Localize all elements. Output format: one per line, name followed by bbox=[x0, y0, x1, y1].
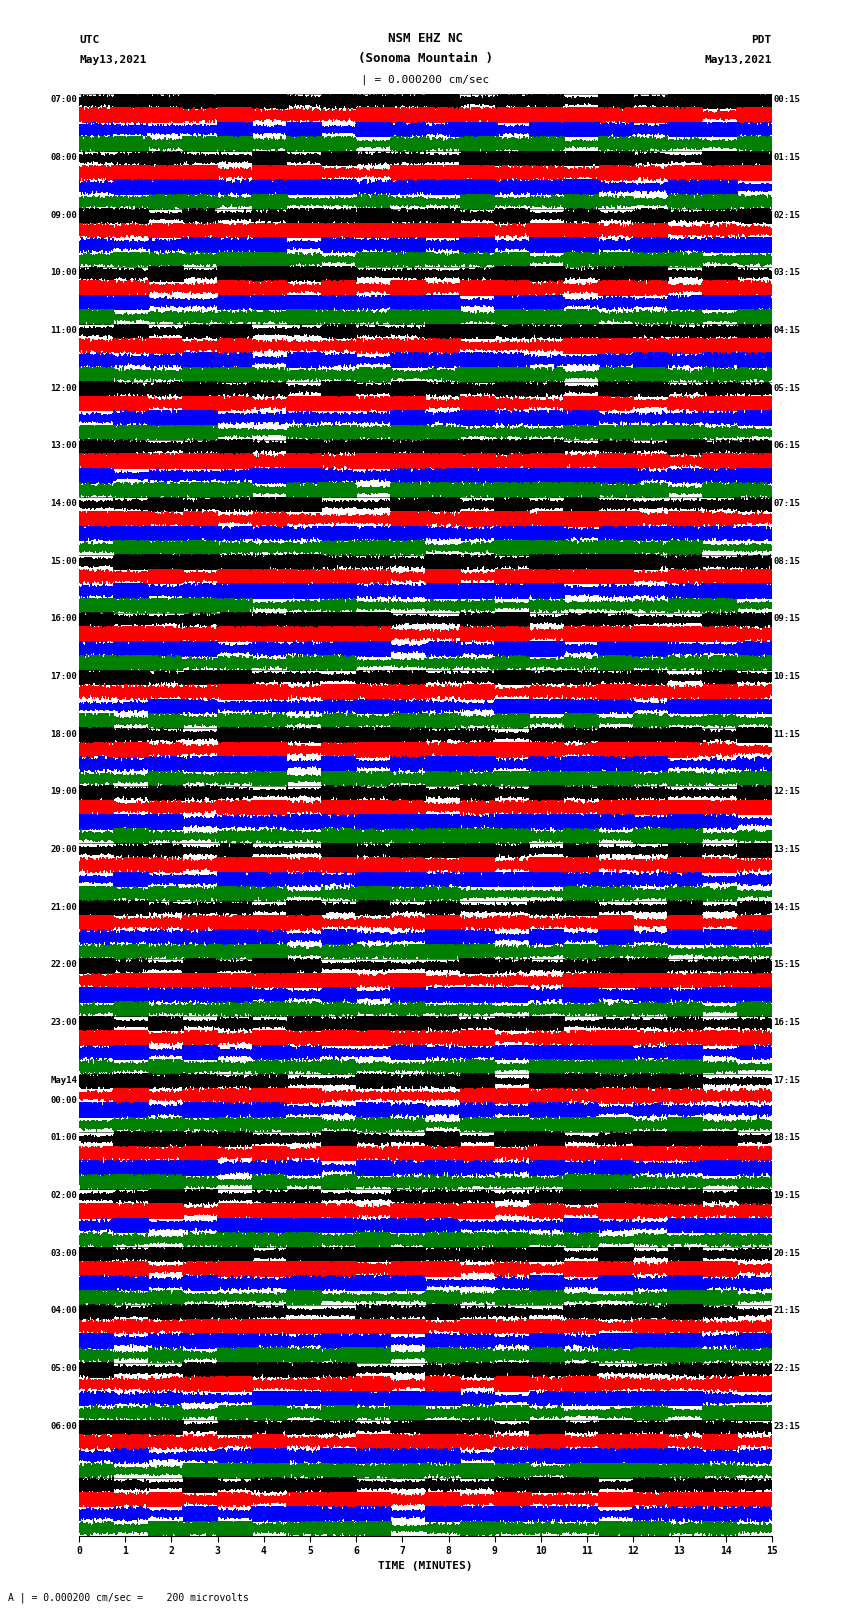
Text: 03:15: 03:15 bbox=[774, 268, 801, 277]
Text: 04:15: 04:15 bbox=[774, 326, 801, 336]
Text: 19:15: 19:15 bbox=[774, 1190, 801, 1200]
Text: 23:00: 23:00 bbox=[50, 1018, 77, 1027]
Text: TIME (MINUTES): TIME (MINUTES) bbox=[377, 1561, 473, 1571]
Text: 04:00: 04:00 bbox=[50, 1307, 77, 1316]
Text: 05:00: 05:00 bbox=[50, 1365, 77, 1373]
Text: 21:15: 21:15 bbox=[774, 1307, 801, 1316]
Text: 20:15: 20:15 bbox=[774, 1248, 801, 1258]
Text: 07:15: 07:15 bbox=[774, 498, 801, 508]
Text: 16:15: 16:15 bbox=[774, 1018, 801, 1027]
Text: (Sonoma Mountain ): (Sonoma Mountain ) bbox=[358, 52, 492, 65]
Text: 16:00: 16:00 bbox=[50, 615, 77, 623]
Text: 08:00: 08:00 bbox=[50, 153, 77, 161]
Text: May13,2021: May13,2021 bbox=[79, 55, 146, 65]
Text: 10:15: 10:15 bbox=[774, 673, 801, 681]
Text: 22:00: 22:00 bbox=[50, 960, 77, 969]
Text: 22:15: 22:15 bbox=[774, 1365, 801, 1373]
Text: 09:00: 09:00 bbox=[50, 211, 77, 219]
Text: 10:00: 10:00 bbox=[50, 268, 77, 277]
Text: 12:00: 12:00 bbox=[50, 384, 77, 392]
Text: 07:00: 07:00 bbox=[50, 95, 77, 105]
Text: 17:00: 17:00 bbox=[50, 673, 77, 681]
Text: 06:15: 06:15 bbox=[774, 442, 801, 450]
Text: 08:15: 08:15 bbox=[774, 556, 801, 566]
Text: 21:00: 21:00 bbox=[50, 903, 77, 911]
Text: 19:00: 19:00 bbox=[50, 787, 77, 797]
Text: 06:00: 06:00 bbox=[50, 1421, 77, 1431]
Text: 02:15: 02:15 bbox=[774, 211, 801, 219]
Text: 18:15: 18:15 bbox=[774, 1134, 801, 1142]
Text: 23:15: 23:15 bbox=[774, 1421, 801, 1431]
Text: 15:00: 15:00 bbox=[50, 556, 77, 566]
Text: UTC: UTC bbox=[79, 35, 99, 45]
Text: 00:00: 00:00 bbox=[50, 1095, 77, 1105]
Text: 18:00: 18:00 bbox=[50, 729, 77, 739]
Text: 01:15: 01:15 bbox=[774, 153, 801, 161]
Text: 13:15: 13:15 bbox=[774, 845, 801, 853]
Text: 05:15: 05:15 bbox=[774, 384, 801, 392]
Text: 20:00: 20:00 bbox=[50, 845, 77, 853]
Text: 02:00: 02:00 bbox=[50, 1190, 77, 1200]
Text: A | = 0.000200 cm/sec =    200 microvolts: A | = 0.000200 cm/sec = 200 microvolts bbox=[8, 1592, 249, 1603]
Text: 11:15: 11:15 bbox=[774, 729, 801, 739]
Text: | = 0.000200 cm/sec: | = 0.000200 cm/sec bbox=[361, 74, 489, 85]
Text: 13:00: 13:00 bbox=[50, 442, 77, 450]
Text: PDT: PDT bbox=[751, 35, 772, 45]
Text: 14:15: 14:15 bbox=[774, 903, 801, 911]
Text: 03:00: 03:00 bbox=[50, 1248, 77, 1258]
Text: 00:15: 00:15 bbox=[774, 95, 801, 105]
Text: 15:15: 15:15 bbox=[774, 960, 801, 969]
Text: 11:00: 11:00 bbox=[50, 326, 77, 336]
Text: NSM EHZ NC: NSM EHZ NC bbox=[388, 32, 462, 45]
Text: 14:00: 14:00 bbox=[50, 498, 77, 508]
Text: 01:00: 01:00 bbox=[50, 1134, 77, 1142]
Text: May13,2021: May13,2021 bbox=[705, 55, 772, 65]
Text: May14: May14 bbox=[50, 1076, 77, 1084]
Text: 12:15: 12:15 bbox=[774, 787, 801, 797]
Text: 09:15: 09:15 bbox=[774, 615, 801, 623]
Text: 17:15: 17:15 bbox=[774, 1076, 801, 1084]
